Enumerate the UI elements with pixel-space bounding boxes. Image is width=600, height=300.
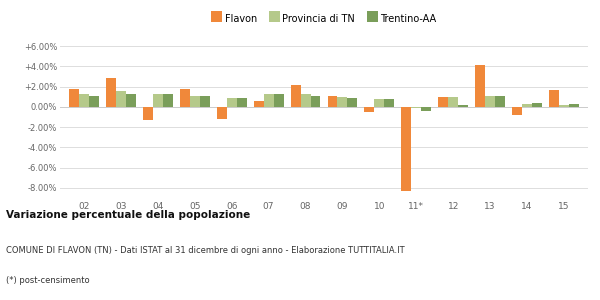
Bar [458, 105, 468, 107]
Bar [448, 97, 458, 107]
Bar [180, 89, 190, 107]
Bar [217, 107, 227, 119]
Bar [522, 104, 532, 107]
Bar [274, 94, 284, 107]
Bar [301, 94, 311, 107]
Bar [200, 96, 210, 107]
Bar [421, 107, 431, 111]
Bar [126, 94, 136, 107]
Bar [385, 99, 394, 107]
Bar [559, 105, 569, 107]
Bar [374, 99, 385, 107]
Bar [337, 97, 347, 107]
Bar [79, 94, 89, 107]
Bar [236, 98, 247, 107]
Bar [569, 104, 579, 107]
Bar [532, 103, 542, 107]
Bar [364, 107, 374, 112]
Bar [190, 96, 200, 107]
Text: (*) post-censimento: (*) post-censimento [6, 276, 89, 285]
Bar [347, 98, 358, 107]
Bar [116, 91, 126, 107]
Bar [163, 94, 173, 107]
Legend: Flavon, Provincia di TN, Trentino-AA: Flavon, Provincia di TN, Trentino-AA [208, 10, 440, 28]
Bar [328, 96, 337, 107]
Text: COMUNE DI FLAVON (TN) - Dati ISTAT al 31 dicembre di ogni anno - Elaborazione TU: COMUNE DI FLAVON (TN) - Dati ISTAT al 31… [6, 246, 404, 255]
Bar [438, 97, 448, 107]
Bar [311, 96, 320, 107]
Bar [106, 77, 116, 107]
Bar [495, 96, 505, 107]
Bar [89, 96, 99, 107]
Bar [512, 107, 522, 116]
Bar [549, 90, 559, 107]
Text: Variazione percentuale della popolazione: Variazione percentuale della popolazione [6, 210, 250, 220]
Bar [69, 88, 79, 107]
Bar [412, 107, 421, 108]
Bar [254, 101, 263, 107]
Bar [401, 107, 412, 191]
Bar [227, 98, 236, 107]
Bar [143, 107, 153, 120]
Bar [153, 94, 163, 107]
Bar [485, 96, 495, 107]
Bar [263, 94, 274, 107]
Bar [290, 85, 301, 107]
Bar [475, 65, 485, 107]
